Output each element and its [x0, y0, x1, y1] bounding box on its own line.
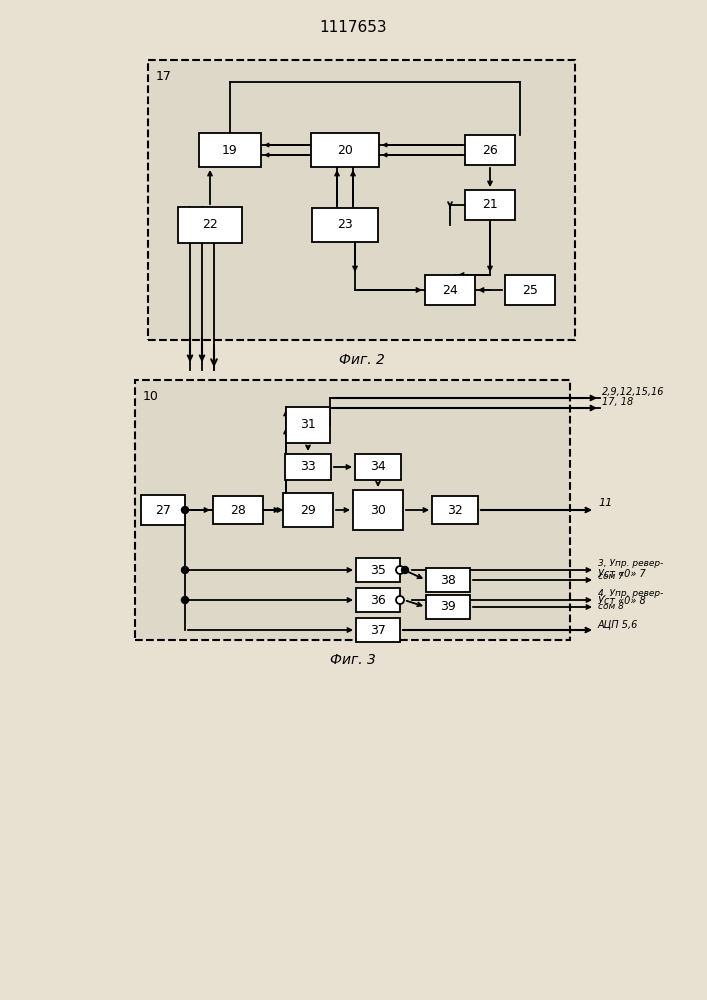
- Text: 10: 10: [143, 390, 159, 403]
- Circle shape: [402, 566, 409, 574]
- Text: 3, Упр. ревер-: 3, Упр. ревер-: [598, 559, 663, 568]
- Text: 38: 38: [440, 574, 456, 586]
- Text: АЦП 5,6: АЦП 5,6: [598, 619, 638, 629]
- Text: Уст «0» 8: Уст «0» 8: [598, 596, 645, 606]
- Bar: [178, 207, 242, 243]
- Bar: [286, 407, 330, 443]
- Bar: [148, 60, 575, 340]
- Bar: [465, 135, 515, 165]
- Bar: [285, 454, 331, 480]
- Text: 17, 18: 17, 18: [602, 397, 633, 407]
- Bar: [312, 208, 378, 242]
- Circle shape: [396, 596, 404, 604]
- Text: сом 7: сом 7: [598, 572, 624, 581]
- Bar: [465, 190, 515, 220]
- Text: 22: 22: [202, 219, 218, 232]
- Bar: [355, 454, 401, 480]
- Bar: [199, 133, 261, 167]
- Bar: [432, 496, 478, 524]
- Bar: [505, 275, 555, 305]
- Bar: [426, 568, 470, 592]
- Bar: [311, 133, 379, 167]
- Text: 36: 36: [370, 593, 386, 606]
- Bar: [283, 493, 333, 527]
- Text: 24: 24: [442, 284, 458, 296]
- Text: 39: 39: [440, 600, 456, 613]
- Bar: [213, 496, 263, 524]
- Text: 17: 17: [156, 70, 172, 83]
- Bar: [356, 588, 400, 612]
- Bar: [356, 618, 400, 642]
- Text: 33: 33: [300, 460, 316, 474]
- Text: 19: 19: [222, 143, 238, 156]
- Circle shape: [182, 566, 189, 574]
- Text: 21: 21: [482, 198, 498, 212]
- Text: 1117653: 1117653: [319, 20, 387, 35]
- Bar: [141, 495, 185, 525]
- Text: 11: 11: [598, 498, 612, 508]
- Text: Уст «0» 7: Уст «0» 7: [598, 569, 645, 579]
- Text: 25: 25: [522, 284, 538, 296]
- Text: 28: 28: [230, 504, 246, 516]
- Bar: [353, 490, 403, 530]
- Bar: [135, 380, 570, 640]
- Text: 34: 34: [370, 460, 386, 474]
- Circle shape: [182, 506, 189, 514]
- Text: 32: 32: [447, 504, 463, 516]
- Text: 31: 31: [300, 418, 316, 432]
- Text: 26: 26: [482, 143, 498, 156]
- Text: 20: 20: [337, 143, 353, 156]
- Text: 29: 29: [300, 504, 316, 516]
- Text: 27: 27: [155, 504, 171, 516]
- Text: Фиг. 3: Фиг. 3: [329, 653, 375, 667]
- Text: 23: 23: [337, 219, 353, 232]
- Text: 30: 30: [370, 504, 386, 516]
- Text: Фиг. 2: Фиг. 2: [339, 353, 385, 367]
- Text: 2,9,12,15,16: 2,9,12,15,16: [602, 387, 665, 397]
- Bar: [426, 595, 470, 619]
- Text: 4, Упр. ревер-: 4, Упр. ревер-: [598, 589, 663, 598]
- Bar: [425, 275, 475, 305]
- Text: сом 8: сом 8: [598, 602, 624, 611]
- Bar: [356, 558, 400, 582]
- Text: 37: 37: [370, 624, 386, 637]
- Circle shape: [396, 566, 404, 574]
- Circle shape: [182, 596, 189, 603]
- Text: 35: 35: [370, 564, 386, 576]
